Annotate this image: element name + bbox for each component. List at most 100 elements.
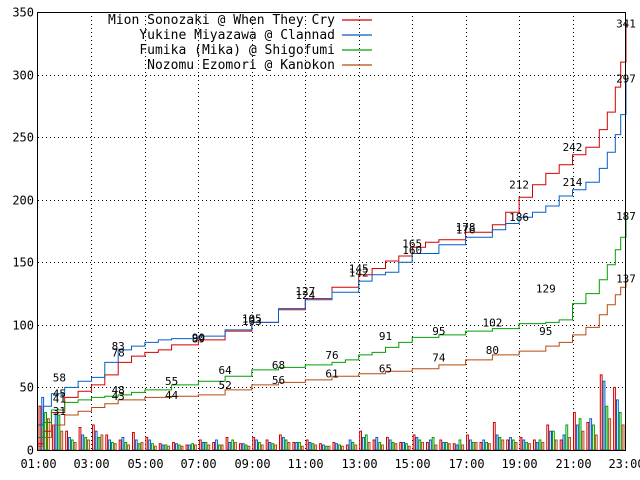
hourly-bar — [78, 427, 82, 451]
hourly-bar — [247, 445, 251, 451]
hourly-bar — [495, 434, 499, 451]
x-tick-label: 07:00 — [180, 457, 216, 471]
hourly-bar — [153, 445, 157, 451]
data-label: 31 — [53, 405, 66, 418]
hourly-bar — [552, 430, 555, 451]
hourly-bar — [485, 442, 489, 451]
hourly-bar — [573, 412, 576, 451]
hourly-bar — [201, 442, 205, 451]
hourly-bar — [57, 414, 61, 451]
hourly-bar — [458, 439, 462, 451]
hourly-bar — [217, 444, 221, 451]
hourly-bar — [388, 439, 392, 451]
hourly-bar — [305, 439, 309, 451]
hourly-bar — [522, 439, 526, 451]
hourly-bars — [38, 374, 625, 451]
hourly-bar — [452, 443, 456, 451]
data-label: 127 — [295, 285, 315, 298]
hourly-bar — [447, 443, 451, 451]
hourly-bar — [618, 412, 622, 451]
hourly-bar — [492, 422, 496, 451]
hourly-bar — [345, 444, 349, 451]
hourly-bar — [586, 422, 590, 451]
hourly-bar — [378, 442, 382, 451]
hourly-bar — [255, 439, 258, 451]
y-tick-label: 200 — [12, 194, 34, 208]
hourly-bar — [111, 442, 114, 451]
hourly-bar — [274, 444, 278, 451]
hourly-bar — [442, 442, 446, 451]
x-tick-label: 13:00 — [341, 457, 377, 471]
hourly-bar — [359, 430, 363, 451]
legend-label: Fumika (Mika) @ Shigofumi — [139, 43, 335, 58]
data-label: 90 — [192, 331, 205, 344]
data-label: 95 — [539, 325, 552, 338]
hourly-bar — [327, 445, 331, 451]
hourly-bar — [533, 439, 536, 451]
hourly-bar — [100, 434, 104, 451]
hourly-bar — [260, 444, 264, 451]
hourly-bar — [428, 439, 432, 451]
hourly-bar — [314, 444, 318, 451]
hourly-bar — [519, 437, 523, 451]
plot-frame — [37, 12, 626, 451]
hourly-bar — [348, 439, 352, 451]
hourly-bar — [362, 437, 365, 451]
hourly-bar — [164, 444, 168, 451]
data-label: 214 — [563, 176, 583, 189]
hourly-bar — [207, 444, 211, 451]
hourly-bar — [137, 443, 141, 451]
data-label: 102 — [482, 316, 502, 329]
hourly-bar — [407, 445, 411, 451]
data-label: 58 — [53, 371, 66, 384]
hourly-bar — [469, 439, 472, 451]
data-label: 176 — [456, 224, 476, 237]
hourly-bar — [292, 442, 296, 451]
hourly-bar — [568, 437, 572, 451]
x-tick-label: 21:00 — [555, 457, 591, 471]
hourly-bar — [581, 430, 585, 451]
hourly-bar — [124, 442, 128, 451]
hourly-bar — [324, 445, 328, 451]
hourly-bar — [134, 439, 138, 451]
hourly-bar — [68, 437, 71, 451]
hourly-bar — [118, 439, 122, 451]
hourly-bar — [268, 442, 272, 451]
hourly-bar — [70, 439, 74, 451]
grid — [38, 12, 626, 450]
hourly-bar — [194, 444, 197, 451]
hourly-bar — [461, 444, 465, 451]
hourly-bar — [375, 437, 379, 451]
hourly-bar — [602, 380, 606, 451]
data-label: 41 — [53, 393, 66, 406]
hourly-bar — [151, 443, 154, 451]
hourly-bar — [47, 418, 50, 451]
hourly-bar — [185, 444, 189, 451]
data-label: 44 — [165, 389, 179, 402]
hourly-bar — [172, 442, 175, 451]
hourly-bar — [244, 444, 248, 451]
data-label: 52 — [218, 379, 231, 392]
hourly-bar — [311, 443, 315, 451]
hourly-bar — [394, 443, 398, 451]
hourly-bar — [599, 374, 603, 451]
hourly-bar — [471, 442, 475, 451]
hourly-bar — [191, 443, 194, 451]
hourly-bar — [431, 437, 435, 451]
hourly-bar — [279, 434, 282, 451]
hourly-bar — [252, 437, 256, 451]
hourly-bar — [418, 439, 422, 451]
hourly-bar — [426, 442, 429, 451]
x-tick-label: 19:00 — [501, 457, 537, 471]
hourly-bar — [92, 424, 95, 451]
data-label: 178 — [456, 221, 476, 234]
data-label: 91 — [379, 330, 392, 343]
hourly-bar — [145, 437, 149, 451]
data-label: 68 — [272, 359, 285, 372]
hourly-bar — [180, 445, 184, 451]
x-tick-label: 03:00 — [73, 457, 109, 471]
data-label: 89 — [192, 333, 205, 346]
hourly-bar — [87, 439, 90, 451]
hourly-bar — [271, 443, 275, 451]
